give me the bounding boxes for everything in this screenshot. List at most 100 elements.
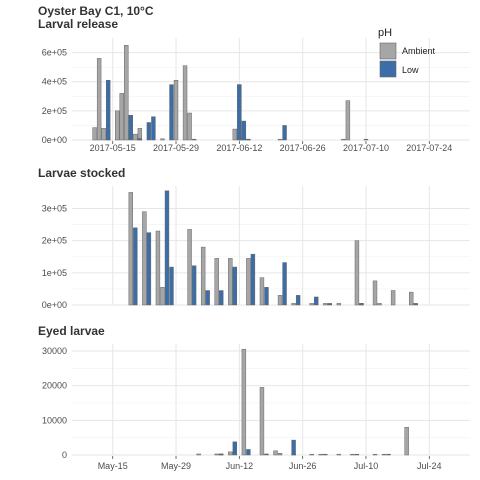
larval-release-xtick-label: 2017-06-12 (216, 143, 262, 153)
larvae-stocked-bar-low (219, 290, 224, 306)
larval-release-bar-low (105, 80, 111, 141)
larval-release-bar-low (191, 138, 197, 141)
eyed-larvae-bar-low (291, 439, 296, 456)
eyed-larvae-ytick-label: 20000 (42, 381, 67, 391)
larvae-stocked-gridlines (72, 186, 470, 306)
larval-release-bar-low (128, 114, 133, 141)
figure-title: Oyster Bay C1, 10°C (38, 4, 154, 18)
larval-release-bar-ambient (345, 100, 351, 141)
larvae-stocked-bar-ambient (354, 240, 360, 306)
larval-release-bars (92, 45, 369, 141)
larvae-stocked-bar-ambient (336, 303, 342, 306)
larval-release-bar-ambient (277, 138, 283, 141)
panel-eyed-larvae: Eyed larvae 0 10000 20000 30000 May-15 May-29… (38, 324, 470, 471)
larvae-stocked-bar-low (314, 296, 319, 306)
larvae-stocked-bar-ambient (323, 303, 328, 306)
larval-release-xtick-label: 2017-07-24 (406, 143, 452, 153)
larval-release-xtick-label: 2017-07-10 (343, 143, 389, 153)
larval-release-bar-low (169, 84, 174, 141)
larvae-stocked-bars (128, 190, 418, 306)
eyed-larvae-xtick-label: May-29 (161, 461, 191, 471)
larvae-stocked-bar-ambient (214, 258, 219, 306)
eyed-larvae-bar-low (232, 441, 238, 456)
larvae-stocked-bar-ambient (372, 280, 378, 306)
panel-title-larval-release: Larval release (38, 17, 118, 31)
eyed-larvae-bar-ambient (318, 453, 323, 456)
larvae-stocked-bar-ambient (187, 229, 192, 306)
larval-release-bar-ambient (232, 128, 238, 141)
larval-release-bar-low (237, 84, 242, 141)
panel-larval-release: Larval release 0e+00 2e+05 4e+05 6e+05 2017-… (38, 17, 470, 153)
larvae-stocked-bar-low (191, 265, 197, 306)
larval-release-bar-ambient (182, 65, 188, 141)
panel-title-eyed-larvae: Eyed larvae (38, 324, 105, 338)
eyed-larvae-bar-ambient (228, 451, 233, 456)
larvae-stocked-bar-low (133, 227, 138, 306)
eyed-larvae-ytick-label: 30000 (42, 346, 67, 356)
eyed-larvae-xtick-label: May-15 (98, 461, 128, 471)
eyed-larvae-bar-ambient (404, 427, 409, 456)
eyed-larvae-xtick-label: Jun-12 (226, 461, 254, 471)
larvae-stocked-bar-ambient (409, 291, 414, 306)
eyed-larvae-bar-ambient (259, 387, 265, 456)
legend-swatch-low (379, 60, 397, 78)
eyed-larvae-bar-low (264, 453, 269, 456)
eyed-larvae-xtick-label: Jun-26 (289, 461, 317, 471)
larval-release-xtick-label: 2017-05-15 (90, 143, 136, 153)
eyed-larvae-bar-ambient (381, 453, 387, 456)
larval-release-axis-labels: 0e+00 2e+05 4e+05 6e+05 2017-05-15 2017-05-29… (42, 48, 453, 153)
legend: pH Ambient Low (378, 27, 436, 78)
legend-title: pH (378, 27, 392, 39)
eyed-larvae-bar-ambient (241, 348, 247, 456)
eyed-larvae-bar-low (246, 449, 251, 456)
larval-release-bar-ambient (187, 112, 192, 141)
larvae-stocked-bar-low (146, 232, 152, 306)
larval-release-bar-low (151, 116, 156, 141)
eyed-larvae-bar-ambient (372, 453, 378, 456)
eyed-larvae-gridlines (72, 344, 470, 456)
larvae-stocked-bar-ambient (142, 211, 147, 306)
eyed-larvae-bar-ambient (214, 453, 219, 456)
larvae-stocked-bar-low (359, 303, 364, 306)
larvae-stocked-bar-ambient (291, 303, 296, 306)
larvae-stocked-axis-labels: 0e+00 1e+05 2e+05 3e+05 (42, 204, 67, 310)
eyed-larvae-bar-ambient (196, 453, 201, 456)
legend-swatch-ambient (379, 42, 397, 60)
larvae-stocked-bar-ambient (390, 290, 396, 306)
larvae-stocked-ytick-label: 2e+05 (42, 236, 67, 246)
larvae-stocked-bar-low (250, 253, 256, 306)
larvae-stocked-bar-ambient (200, 246, 206, 306)
larval-release-ytick-label: 6e+05 (42, 48, 67, 58)
larval-release-bar-ambient (341, 138, 346, 141)
larval-release-bar-ambient (96, 58, 102, 141)
larvae-stocked-bar-ambient (277, 295, 283, 306)
legend-label-ambient: Ambient (402, 46, 436, 56)
larvae-stocked-bar-ambient (228, 258, 233, 306)
eyed-larvae-bar-low (386, 453, 391, 456)
larvae-stocked-bar-low (413, 303, 418, 306)
larval-release-bar-ambient (115, 110, 120, 141)
eyed-larvae-bar-low (354, 453, 360, 456)
larval-release-xtick-label: 2017-06-26 (280, 143, 326, 153)
larvae-stocked-bar-low (169, 266, 174, 306)
larvae-stocked-bar-ambient (309, 303, 314, 306)
larvae-stocked-ytick-label: 1e+05 (42, 268, 67, 278)
eyed-larvae-xtick-label: Jul-24 (417, 461, 442, 471)
larval-release-bar-ambient (101, 128, 106, 141)
larval-release-bar-ambient (92, 127, 97, 141)
larval-release-bar-low (363, 138, 369, 141)
larvae-stocked-bar-low (164, 190, 170, 306)
larval-release-bar-low (146, 122, 152, 141)
larvae-stocked-ytick-label: 0e+00 (42, 300, 67, 310)
eyed-larvae-bar-ambient (273, 450, 278, 456)
eyed-larvae-bar-ambient (350, 453, 355, 456)
eyed-larvae-bars (196, 348, 409, 456)
larvae-stocked-bar-low (295, 295, 301, 306)
larvae-stocked-bar-ambient (246, 258, 251, 306)
larval-release-ytick-label: 2e+05 (42, 106, 67, 116)
eyed-larvae-bar-ambient (277, 453, 283, 456)
larval-release-xtick-label: 2017-05-29 (153, 143, 199, 153)
larval-release-bar-ambient (133, 133, 138, 141)
panel-title-larvae-stocked: Larvae stocked (38, 166, 125, 180)
